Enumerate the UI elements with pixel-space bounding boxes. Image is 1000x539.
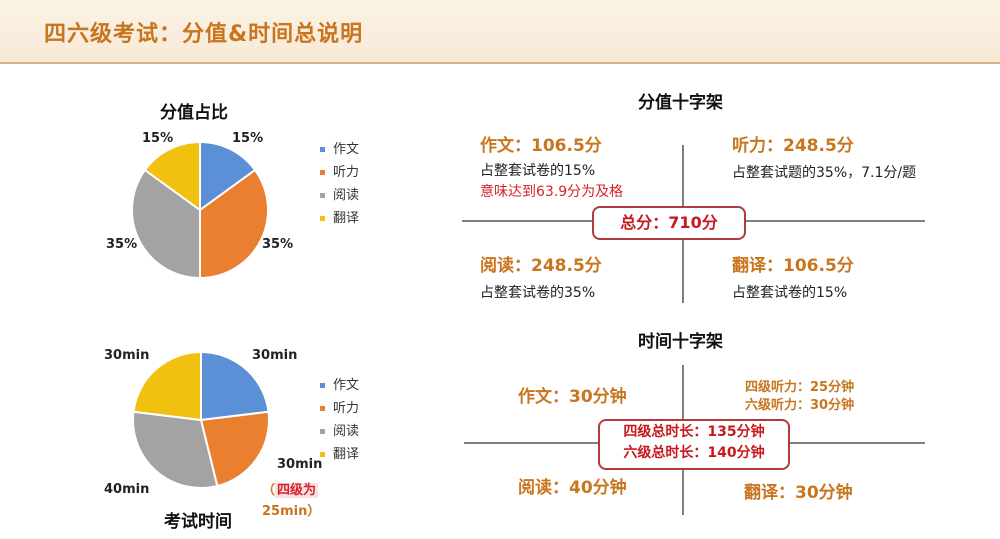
score-translation-share: 占整套试卷的15% [732,285,848,301]
pie-slice-4 [132,350,202,422]
score-pie-legend: 作文 听力 阅读 翻译 [320,138,359,230]
score-total-box: 总分：710分 [592,206,746,240]
time-pie-note-1: （四级为 [262,483,319,498]
time-pie-legend: 作文 听力 阅读 翻译 [320,374,359,466]
score-cross-title: 分值十字架 [638,93,723,113]
score-total: 总分：710分 [620,213,718,232]
time-translation: 翻译：30分钟 [744,483,853,503]
time-listening-cet4: 四级听力：25分钟 [745,380,855,395]
legend-item: 听力 [320,397,359,420]
legend-swatch [320,406,325,411]
legend-swatch [320,170,325,175]
legend-swatch [320,216,325,221]
time-pie-label-writing: 30min [252,348,298,363]
legend-label: 作文 [333,378,360,393]
score-pie-label-listening: 35% [262,237,294,252]
legend-item: 阅读 [320,184,359,207]
pie-slice-3 [131,168,201,280]
legend-label: 翻译 [333,211,360,226]
score-reading-share: 占整套试卷的35% [480,285,596,301]
pie-slice-2 [199,168,269,280]
time-writing: 作文：30分钟 [518,387,627,407]
legend-swatch [320,452,325,457]
time-cross-title: 时间十字架 [638,332,723,352]
legend-item: 翻译 [320,443,359,466]
page-title: 四六级考试：分值&时间总说明 [44,22,364,47]
time-total-cet4: 四级总时长：135分钟 [623,424,765,440]
legend-label: 阅读 [333,424,360,439]
time-pie-note-2: 25min） [262,504,321,519]
legend-item: 听力 [320,161,359,184]
pie-slice-3 [132,410,219,489]
time-pie-title: 考试时间 [164,512,232,532]
score-translation-head: 翻译：106.5分 [732,256,854,276]
score-listening-head: 听力：248.5分 [732,136,854,156]
legend-item: 作文 [320,374,359,397]
pie-slice-4 [143,140,201,212]
legend-item: 作文 [320,138,359,161]
legend-swatch [320,383,325,388]
score-pie-label-reading: 35% [106,237,138,252]
score-listening-share: 占整套试题的35%，7.1分/题 [732,165,917,181]
score-reading-head: 阅读：248.5分 [480,256,602,276]
legend-label: 作文 [333,142,360,157]
score-pie-label-writing: 15% [232,131,264,146]
time-total-box: 四级总时长：135分钟 六级总时长：140分钟 [598,419,790,470]
score-writing-head: 作文：106.5分 [480,136,602,156]
legend-label: 听力 [333,165,360,180]
score-writing-pass-note: 意味达到63.9分为及格 [480,184,624,200]
legend-item: 阅读 [320,420,359,443]
time-total-cet6: 六级总时长：140分钟 [623,445,765,461]
time-reading: 阅读：40分钟 [518,478,627,498]
legend-swatch [320,147,325,152]
time-listening-cet6: 六级听力：30分钟 [745,398,855,413]
pie-slice-2 [199,410,270,488]
legend-swatch [320,429,325,434]
time-pie-label-reading: 40min [104,482,150,497]
score-pie-label-translation: 15% [142,131,174,146]
time-pie-label-listening: 30min [277,457,323,472]
pie-slice-1 [200,350,270,422]
time-pie-label-translation: 30min [104,348,150,363]
page-header: 四六级考试：分值&时间总说明 [0,0,1000,64]
score-pie-chart [131,140,269,280]
legend-swatch [320,193,325,198]
time-pie-chart [132,350,270,489]
legend-label: 阅读 [333,188,360,203]
legend-label: 翻译 [333,447,360,462]
pie-slice-1 [199,140,257,212]
score-writing-share: 占整套试卷的15% [480,163,596,179]
legend-item: 翻译 [320,207,359,230]
legend-label: 听力 [333,401,360,416]
score-pie-title: 分值占比 [160,103,228,123]
